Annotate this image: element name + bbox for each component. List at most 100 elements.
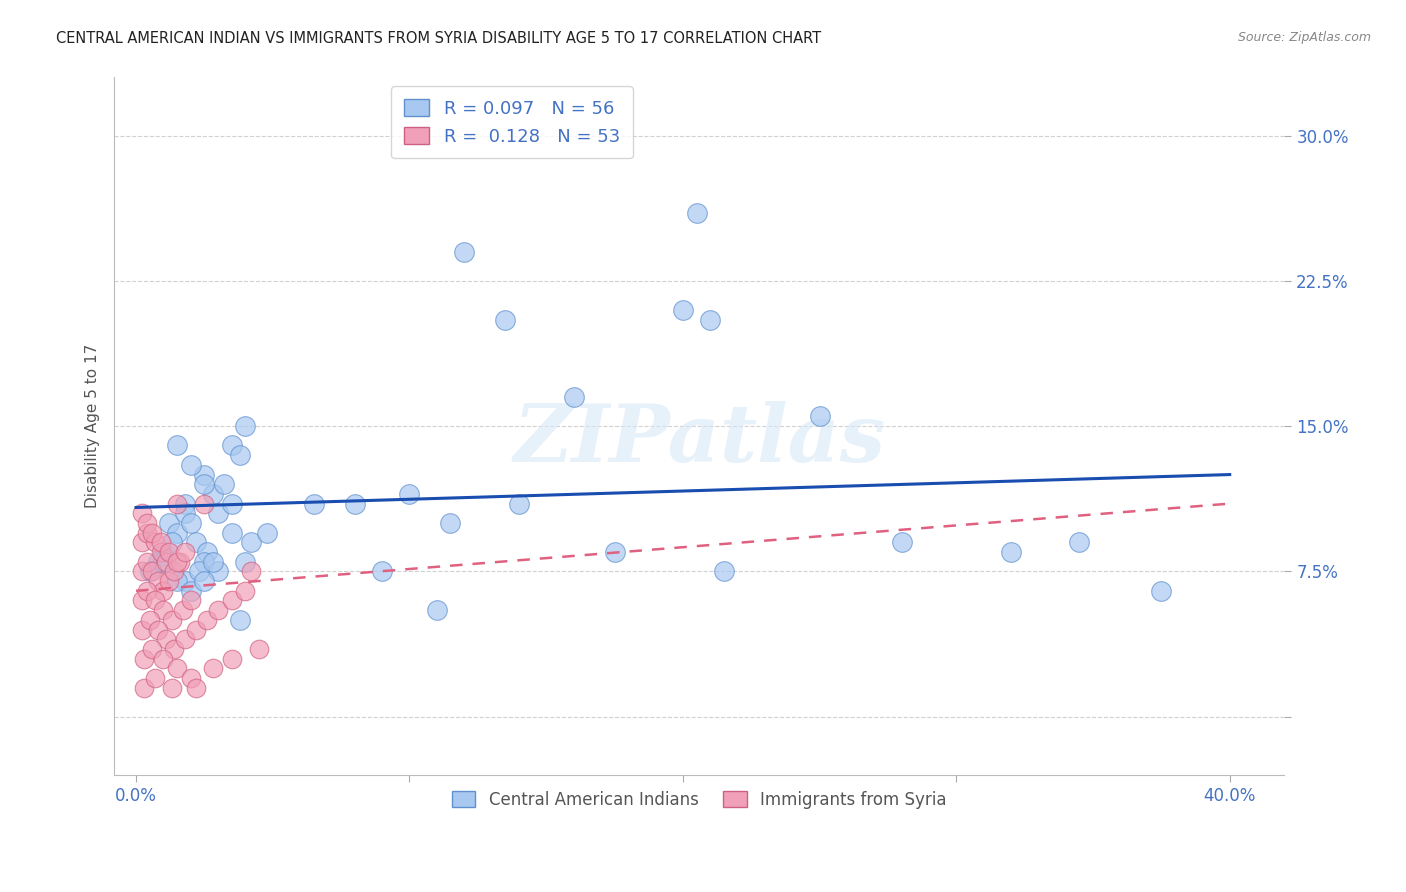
Point	[149, 545, 172, 559]
Point	[187, 565, 209, 579]
Point	[160, 681, 183, 695]
Point	[143, 593, 166, 607]
Point	[180, 583, 202, 598]
Point	[180, 458, 202, 472]
Point	[453, 244, 475, 259]
Point	[302, 497, 325, 511]
Point	[160, 613, 183, 627]
Point	[166, 555, 188, 569]
Point	[1000, 545, 1022, 559]
Text: ZIPatlas: ZIPatlas	[513, 401, 886, 479]
Point	[193, 574, 215, 588]
Point	[207, 603, 229, 617]
Point	[146, 574, 169, 588]
Point	[212, 477, 235, 491]
Point	[439, 516, 461, 530]
Point	[207, 565, 229, 579]
Point	[152, 583, 174, 598]
Point	[562, 390, 585, 404]
Point	[247, 641, 270, 656]
Point	[149, 535, 172, 549]
Point	[193, 477, 215, 491]
Point	[138, 613, 160, 627]
Point	[143, 535, 166, 549]
Point	[131, 623, 153, 637]
Point	[235, 555, 257, 569]
Point	[152, 651, 174, 665]
Legend: Central American Indians, Immigrants from Syria: Central American Indians, Immigrants fro…	[446, 784, 953, 815]
Point	[180, 671, 202, 685]
Point	[141, 565, 163, 579]
Point	[221, 438, 243, 452]
Point	[155, 632, 177, 647]
Point	[713, 565, 735, 579]
Point	[163, 641, 186, 656]
Point	[672, 302, 695, 317]
Point	[155, 555, 177, 569]
Point	[136, 583, 159, 598]
Point	[343, 497, 366, 511]
Point	[221, 497, 243, 511]
Point	[174, 497, 197, 511]
Point	[152, 545, 174, 559]
Point	[174, 574, 197, 588]
Point	[207, 506, 229, 520]
Point	[174, 632, 197, 647]
Point	[186, 623, 208, 637]
Point	[134, 651, 156, 665]
Point	[131, 565, 153, 579]
Point	[157, 574, 180, 588]
Point	[136, 525, 159, 540]
Point	[426, 603, 449, 617]
Y-axis label: Disability Age 5 to 17: Disability Age 5 to 17	[86, 344, 100, 508]
Point	[229, 448, 252, 462]
Point	[180, 516, 202, 530]
Point	[180, 593, 202, 607]
Point	[239, 535, 262, 549]
Point	[508, 497, 530, 511]
Point	[131, 506, 153, 520]
Point	[221, 525, 243, 540]
Point	[195, 613, 218, 627]
Point	[138, 565, 160, 579]
Point	[193, 467, 215, 482]
Point	[808, 409, 831, 424]
Text: CENTRAL AMERICAN INDIAN VS IMMIGRANTS FROM SYRIA DISABILITY AGE 5 TO 17 CORRELAT: CENTRAL AMERICAN INDIAN VS IMMIGRANTS FR…	[56, 31, 821, 46]
Point	[166, 525, 188, 540]
Point	[136, 516, 159, 530]
Point	[186, 681, 208, 695]
Point	[229, 613, 252, 627]
Point	[603, 545, 626, 559]
Point	[134, 681, 156, 695]
Point	[201, 487, 224, 501]
Point	[163, 565, 186, 579]
Point	[157, 516, 180, 530]
Point	[890, 535, 912, 549]
Point	[371, 565, 394, 579]
Text: Source: ZipAtlas.com: Source: ZipAtlas.com	[1237, 31, 1371, 45]
Point	[174, 545, 197, 559]
Point	[146, 555, 169, 569]
Point	[166, 438, 188, 452]
Point	[146, 623, 169, 637]
Point	[172, 603, 194, 617]
Point	[398, 487, 420, 501]
Point	[141, 641, 163, 656]
Point	[1069, 535, 1091, 549]
Point	[201, 661, 224, 675]
Point	[239, 565, 262, 579]
Point	[136, 555, 159, 569]
Point	[160, 535, 183, 549]
Point	[685, 206, 707, 220]
Point	[131, 535, 153, 549]
Point	[141, 525, 163, 540]
Point	[152, 555, 174, 569]
Point	[235, 419, 257, 434]
Point	[699, 312, 721, 326]
Point	[166, 497, 188, 511]
Point	[186, 535, 208, 549]
Point	[494, 312, 516, 326]
Point	[143, 671, 166, 685]
Point	[221, 651, 243, 665]
Point	[193, 555, 215, 569]
